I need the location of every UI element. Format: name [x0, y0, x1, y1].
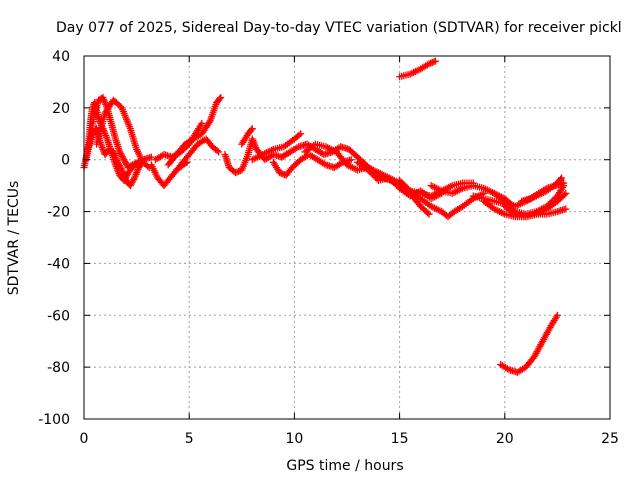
- x-tick-label: 15: [391, 431, 409, 447]
- data-point: [147, 153, 155, 161]
- x-tick-label: 10: [285, 431, 303, 447]
- series-arc-v: [480, 197, 570, 221]
- x-tick-label: 5: [185, 431, 194, 447]
- y-tick-label: -80: [47, 360, 70, 376]
- axis-ticks: [83, 55, 611, 420]
- data-point: [126, 182, 134, 190]
- data-point: [216, 95, 224, 103]
- y-tick-label: 40: [52, 49, 70, 65]
- series-arc-m: [278, 140, 412, 195]
- data-point: [198, 119, 206, 127]
- data-point: [247, 126, 255, 134]
- data-point: [425, 210, 433, 218]
- data-point: [117, 149, 125, 157]
- plot-frame: [83, 55, 611, 420]
- y-tick-labels: -100 -80 -60 -40 -20 0 20 40: [38, 49, 70, 428]
- data-point: [347, 156, 355, 164]
- data-point: [295, 131, 303, 139]
- y-tick-label: 0: [61, 153, 70, 169]
- data-point: [118, 153, 126, 161]
- series-arc-r: [427, 182, 517, 210]
- data-point: [560, 191, 568, 199]
- x-tick-label: 0: [80, 431, 89, 447]
- data-point: [120, 156, 128, 164]
- data-point: [129, 177, 137, 185]
- series-arc-w: [518, 179, 568, 205]
- data-point: [560, 179, 568, 187]
- series-arc-h: [173, 135, 223, 174]
- series-arc-d: [93, 96, 153, 171]
- data-point: [248, 125, 256, 133]
- y-tick-label: -20: [47, 205, 70, 221]
- data-point: [205, 118, 213, 126]
- y-tick-label: 20: [52, 101, 70, 117]
- x-tick-labels: 0 5 10 15 20 25: [80, 431, 619, 447]
- y-tick-label: -60: [47, 308, 70, 324]
- data-point: [121, 157, 129, 165]
- series-arc-j: [238, 125, 256, 148]
- data-point: [217, 93, 225, 101]
- y-tick-label: -40: [47, 256, 70, 272]
- data-point: [553, 311, 561, 319]
- data-point: [215, 148, 223, 156]
- data-point: [115, 160, 123, 168]
- data-point: [320, 160, 328, 168]
- data-point: [114, 158, 122, 166]
- data-point: [503, 365, 511, 373]
- y-axis-label: SDTVAR / TECUs: [6, 181, 22, 296]
- x-tick-label: 20: [496, 431, 514, 447]
- x-tick-label: 25: [601, 431, 619, 447]
- data-points: [80, 57, 570, 376]
- y-tick-label: -100: [38, 412, 70, 428]
- data-point: [424, 209, 432, 217]
- data-point: [297, 130, 305, 138]
- series-arc-p: [396, 176, 488, 221]
- series-arc-x: [396, 57, 439, 81]
- data-point: [127, 180, 135, 188]
- data-point: [562, 205, 570, 213]
- data-point: [541, 185, 549, 193]
- data-point: [116, 163, 124, 171]
- data-point: [116, 148, 124, 156]
- data-point: [562, 189, 570, 197]
- data-point: [117, 165, 125, 173]
- data-point: [293, 144, 301, 152]
- data-point: [431, 57, 439, 65]
- series-arc-g: [164, 93, 225, 169]
- series-arc-y: [497, 311, 561, 376]
- x-axis-label: GPS time / hours: [286, 458, 403, 474]
- grid: [84, 56, 610, 419]
- chart-title: Day 077 of 2025, Sidereal Day-to-day VTE…: [56, 20, 622, 36]
- data-point: [130, 175, 138, 183]
- data-point: [213, 147, 221, 155]
- series-arc-k: [248, 130, 305, 164]
